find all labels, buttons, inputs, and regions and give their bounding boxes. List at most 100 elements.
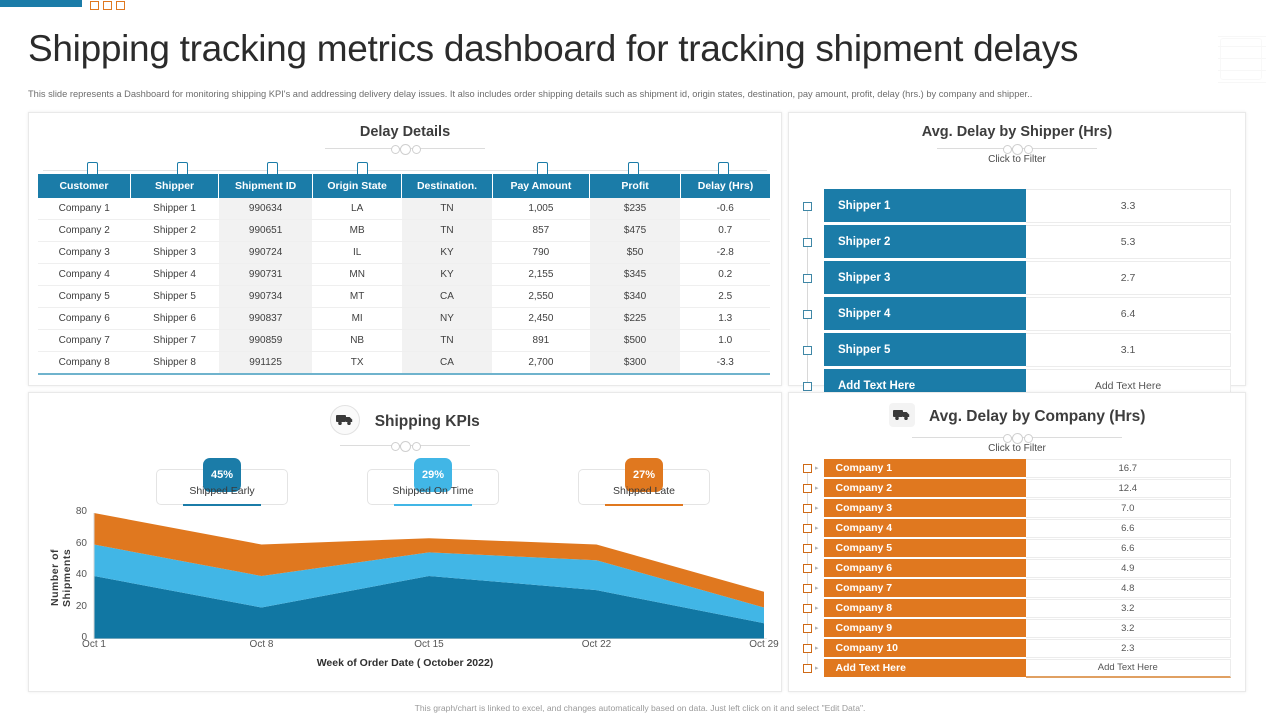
list-item-label[interactable]: Company 9 bbox=[823, 619, 1026, 638]
list-item-label[interactable]: Company 7 bbox=[823, 579, 1026, 598]
expand-arrow-icon[interactable]: ▸ bbox=[815, 625, 819, 633]
expand-arrow-icon[interactable]: ▸ bbox=[815, 525, 819, 533]
expand-arrow-icon[interactable]: ▸ bbox=[815, 545, 819, 553]
list-item-value: 12.4 bbox=[1025, 479, 1231, 498]
list-item-label[interactable]: Company 6 bbox=[823, 559, 1026, 578]
filter-checkbox[interactable] bbox=[803, 237, 812, 247]
list-item[interactable]: ▸ Company 3 7.0 bbox=[803, 499, 1231, 518]
list-item-label[interactable]: Add Text Here bbox=[823, 659, 1026, 678]
cell: 0.7 bbox=[680, 219, 770, 242]
y-tick-label: 0 bbox=[81, 632, 87, 643]
list-item[interactable]: ▸ Company 4 6.6 bbox=[803, 519, 1231, 538]
cell: 2,155 bbox=[492, 263, 590, 286]
list-item[interactable]: ▸ Company 6 4.9 bbox=[803, 559, 1231, 578]
col-header-5[interactable]: Pay Amount bbox=[492, 174, 591, 198]
cell: TX bbox=[312, 351, 402, 375]
expand-arrow-icon[interactable]: ▸ bbox=[815, 565, 819, 573]
list-item[interactable]: ▸ Add Text Here Add Text Here bbox=[803, 659, 1231, 678]
cell: 991125 bbox=[218, 351, 313, 375]
x-tick-label: Oct 8 bbox=[249, 639, 274, 650]
list-item-label[interactable]: Shipper 5 bbox=[824, 333, 1026, 367]
filter-checkbox[interactable] bbox=[803, 309, 812, 319]
list-item[interactable]: Shipper 5 3.1 bbox=[803, 333, 1231, 367]
filter-checkbox[interactable] bbox=[803, 503, 812, 513]
col-header-4[interactable]: Destination. bbox=[401, 174, 493, 198]
expand-arrow-icon[interactable]: ▸ bbox=[815, 465, 819, 473]
list-item[interactable]: ▸ Company 2 12.4 bbox=[803, 479, 1231, 498]
top-square-2 bbox=[103, 1, 112, 10]
list-item-label[interactable]: Shipper 2 bbox=[824, 225, 1026, 259]
filter-checkbox[interactable] bbox=[803, 623, 812, 633]
filter-checkbox[interactable] bbox=[803, 643, 812, 653]
expand-arrow-icon[interactable]: ▸ bbox=[815, 665, 819, 673]
expand-arrow-icon[interactable]: ▸ bbox=[815, 645, 819, 653]
cell: Shipper 4 bbox=[130, 263, 219, 286]
list-item[interactable]: ▸ Company 1 16.7 bbox=[803, 459, 1231, 478]
page-title: Shipping tracking metrics dashboard for … bbox=[28, 28, 1079, 69]
expand-arrow-icon[interactable]: ▸ bbox=[815, 585, 819, 593]
list-item[interactable]: ▸ Company 8 3.2 bbox=[803, 599, 1231, 618]
filter-checkbox[interactable] bbox=[803, 663, 812, 673]
corner-decoration bbox=[1218, 32, 1266, 88]
filter-checkbox[interactable] bbox=[803, 273, 812, 283]
list-item-label[interactable]: Shipper 3 bbox=[824, 261, 1026, 295]
filter-checkbox[interactable] bbox=[803, 201, 812, 211]
list-item[interactable]: Shipper 4 6.4 bbox=[803, 297, 1231, 331]
list-item-label[interactable]: Shipper 1 bbox=[824, 189, 1026, 223]
filter-checkbox[interactable] bbox=[803, 463, 812, 473]
column-filter-handles[interactable] bbox=[43, 159, 767, 181]
cell: Shipper 3 bbox=[130, 241, 219, 264]
list-item-label[interactable]: Company 3 bbox=[823, 499, 1026, 518]
col-header-1[interactable]: Shipper bbox=[130, 174, 220, 198]
list-item-label[interactable]: Company 1 bbox=[823, 459, 1026, 478]
cell: KY bbox=[401, 241, 493, 264]
list-item[interactable]: Shipper 2 5.3 bbox=[803, 225, 1231, 259]
list-item-label[interactable]: Company 10 bbox=[823, 639, 1026, 658]
list-item[interactable]: ▸ Company 10 2.3 bbox=[803, 639, 1231, 658]
col-header-6[interactable]: Profit bbox=[589, 174, 681, 198]
kpi-card-group: 45% Shipped Early 29% Shipped On Time 27% Shi… bbox=[29, 458, 781, 506]
delay-details-title: Delay Details bbox=[359, 124, 451, 140]
chart-y-axis-label: Number of Shipments bbox=[49, 548, 73, 608]
filter-checkbox[interactable] bbox=[803, 345, 812, 355]
list-item-value: 4.8 bbox=[1025, 579, 1231, 598]
kpi-label: Shipped Early bbox=[189, 485, 255, 497]
filter-checkbox[interactable] bbox=[803, 381, 812, 391]
cell: 990837 bbox=[218, 307, 313, 330]
filter-checkbox[interactable] bbox=[803, 543, 812, 553]
cell: -0.6 bbox=[680, 198, 770, 220]
col-header-3[interactable]: Origin State bbox=[312, 174, 403, 198]
x-tick-label: Oct 29 bbox=[749, 639, 779, 650]
list-item-label[interactable]: Company 5 bbox=[823, 539, 1026, 558]
list-item[interactable]: ▸ Company 5 6.6 bbox=[803, 539, 1231, 558]
cell: 990859 bbox=[218, 329, 313, 352]
expand-arrow-icon[interactable]: ▸ bbox=[815, 505, 819, 513]
shipping-kpis-panel: Shipping KPIs 45% Shipped Early 29% Shipped… bbox=[28, 392, 782, 692]
list-item[interactable]: ▸ Company 9 3.2 bbox=[803, 619, 1231, 638]
table-row: Company 2 Shipper 2 990651 MB TN 857 $475 0.7 bbox=[38, 219, 770, 242]
col-header-0[interactable]: Customer bbox=[38, 174, 131, 198]
list-item[interactable]: Shipper 1 3.3 bbox=[803, 189, 1231, 223]
table-row: Company 6 Shipper 6 990837 MI NY 2,450 $225 1.3 bbox=[38, 307, 770, 330]
cell: 2,550 bbox=[492, 285, 590, 308]
expand-arrow-icon[interactable]: ▸ bbox=[815, 605, 819, 613]
list-item[interactable]: ▸ Company 7 4.8 bbox=[803, 579, 1231, 598]
list-item-label[interactable]: Company 2 bbox=[823, 479, 1026, 498]
filter-checkbox[interactable] bbox=[803, 583, 812, 593]
list-item-value: 2.3 bbox=[1025, 639, 1231, 658]
list-item-label[interactable]: Company 4 bbox=[823, 519, 1026, 538]
col-header-7[interactable]: Delay (Hrs) bbox=[680, 174, 770, 198]
shipper-filter-hint: Click to Filter bbox=[988, 154, 1046, 165]
col-header-2[interactable]: Shipment ID bbox=[218, 174, 313, 198]
list-item-label[interactable]: Shipper 4 bbox=[824, 297, 1026, 331]
filter-checkbox[interactable] bbox=[803, 523, 812, 533]
filter-checkbox[interactable] bbox=[803, 483, 812, 493]
cell: $475 bbox=[589, 219, 681, 242]
list-item[interactable]: Shipper 3 2.7 bbox=[803, 261, 1231, 295]
filter-checkbox[interactable] bbox=[803, 603, 812, 613]
cell: $500 bbox=[589, 329, 681, 352]
expand-arrow-icon[interactable]: ▸ bbox=[815, 485, 819, 493]
list-item-label[interactable]: Company 8 bbox=[823, 599, 1026, 618]
title-divider bbox=[789, 143, 1245, 155]
filter-checkbox[interactable] bbox=[803, 563, 812, 573]
